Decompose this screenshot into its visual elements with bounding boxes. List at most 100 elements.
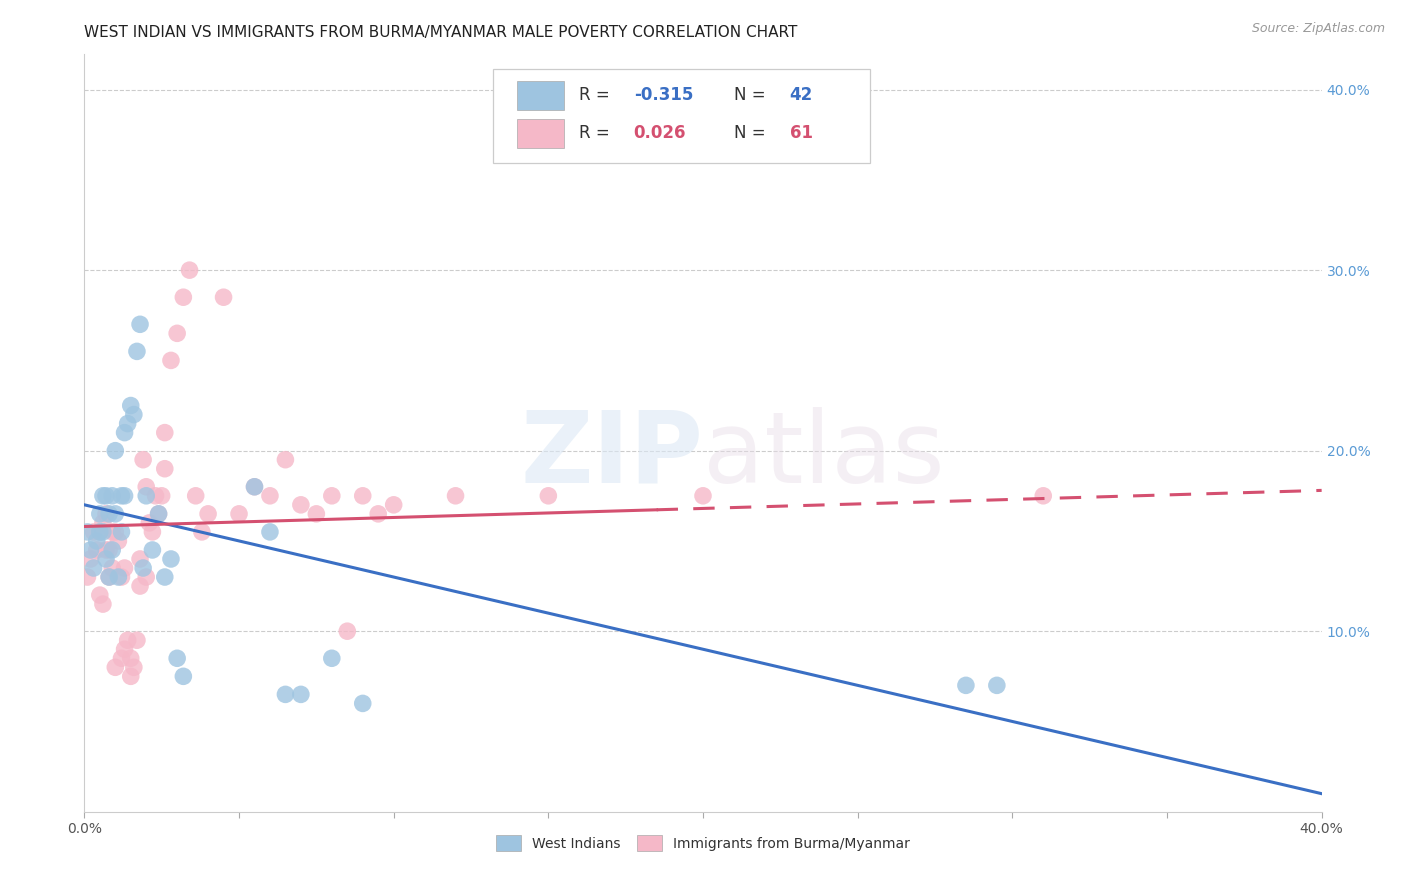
Point	[259, 524, 281, 539]
Point	[184, 489, 207, 503]
Point	[153, 425, 176, 440]
Point	[110, 651, 132, 665]
Point	[122, 660, 145, 674]
Point	[120, 651, 142, 665]
Point	[135, 489, 157, 503]
Point	[290, 498, 312, 512]
Text: Source: ZipAtlas.com: Source: ZipAtlas.com	[1251, 22, 1385, 36]
Point	[94, 552, 117, 566]
Text: N =: N =	[734, 124, 770, 142]
Point	[145, 489, 167, 503]
Point	[91, 524, 114, 539]
Point	[107, 533, 129, 548]
Point	[107, 570, 129, 584]
Point	[101, 561, 124, 575]
Point	[986, 678, 1008, 692]
Point	[110, 524, 132, 539]
Point	[110, 570, 132, 584]
Legend: West Indians, Immigrants from Burma/Myanmar: West Indians, Immigrants from Burma/Myan…	[489, 828, 917, 858]
Point	[197, 507, 219, 521]
Point	[76, 570, 98, 584]
Point	[129, 318, 152, 332]
Point	[104, 660, 127, 674]
Text: atlas: atlas	[703, 407, 945, 504]
Point	[135, 570, 157, 584]
Point	[89, 524, 111, 539]
Point	[110, 489, 132, 503]
Point	[120, 399, 142, 413]
Point	[537, 489, 560, 503]
Point	[83, 524, 105, 539]
Point	[114, 642, 136, 657]
Point	[122, 408, 145, 422]
Point	[101, 543, 124, 558]
Text: R =: R =	[579, 124, 616, 142]
Point	[382, 498, 405, 512]
Point	[94, 543, 117, 558]
Point	[117, 633, 139, 648]
Point	[243, 480, 266, 494]
Text: WEST INDIAN VS IMMIGRANTS FROM BURMA/MYANMAR MALE POVERTY CORRELATION CHART: WEST INDIAN VS IMMIGRANTS FROM BURMA/MYA…	[84, 25, 797, 40]
Point	[101, 524, 124, 539]
Point	[321, 651, 343, 665]
Point	[76, 524, 98, 539]
Point	[86, 533, 108, 548]
Point	[89, 524, 111, 539]
Point	[321, 489, 343, 503]
Text: ZIP: ZIP	[520, 407, 703, 504]
Point	[104, 443, 127, 458]
Point	[148, 507, 170, 521]
Point	[114, 561, 136, 575]
Point	[274, 687, 297, 701]
Point	[83, 561, 105, 575]
Point	[114, 489, 136, 503]
Point	[141, 524, 163, 539]
Point	[352, 697, 374, 711]
Point	[86, 543, 108, 558]
Point	[104, 507, 127, 521]
Point	[243, 480, 266, 494]
Point	[692, 489, 714, 503]
Point	[179, 263, 201, 277]
Point	[141, 543, 163, 558]
Point	[125, 344, 148, 359]
FancyBboxPatch shape	[492, 69, 870, 163]
Point	[1032, 489, 1054, 503]
Point	[98, 543, 121, 558]
Point	[172, 669, 194, 683]
Point	[212, 290, 235, 304]
Point	[290, 687, 312, 701]
Point	[191, 524, 214, 539]
Point	[160, 353, 183, 368]
Point	[160, 552, 183, 566]
Point	[125, 633, 148, 648]
Point	[148, 507, 170, 521]
Point	[135, 480, 157, 494]
Point	[79, 543, 101, 558]
Point	[444, 489, 467, 503]
Point	[94, 507, 117, 521]
Text: 61: 61	[790, 124, 813, 142]
Point	[129, 552, 152, 566]
FancyBboxPatch shape	[517, 81, 564, 110]
Point	[153, 570, 176, 584]
Point	[101, 489, 124, 503]
Point	[228, 507, 250, 521]
Point	[94, 489, 117, 503]
Point	[166, 326, 188, 341]
Point	[352, 489, 374, 503]
Point	[89, 588, 111, 602]
Text: N =: N =	[734, 87, 770, 104]
Point	[117, 417, 139, 431]
Point	[91, 516, 114, 530]
Text: 42: 42	[790, 87, 813, 104]
Point	[955, 678, 977, 692]
Point	[114, 425, 136, 440]
Point	[305, 507, 328, 521]
Text: -0.315: -0.315	[634, 87, 693, 104]
Point	[132, 452, 155, 467]
Point	[91, 489, 114, 503]
Point	[91, 597, 114, 611]
Point	[104, 524, 127, 539]
Point	[129, 579, 152, 593]
